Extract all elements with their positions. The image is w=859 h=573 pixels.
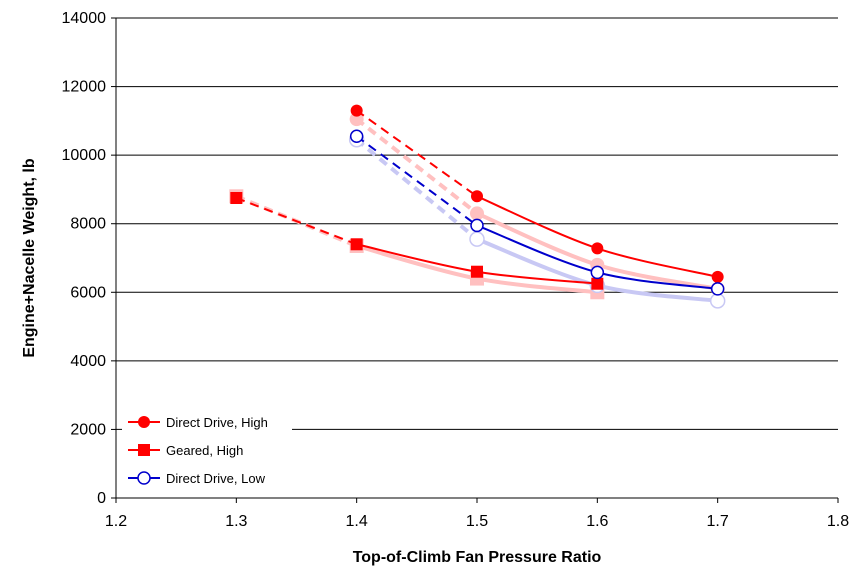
data-point [471,265,483,278]
x-tick-label: 1.6 [586,513,608,530]
data-point [591,242,604,255]
y-axis-title: Engine+Nacelle Weight, lb [21,158,38,358]
data-point [471,190,483,203]
faded-series-layer [229,112,726,309]
data-point [470,206,484,221]
data-point [350,104,363,117]
data-point [710,282,725,296]
x-axis-title: Top-of-Climb Fan Pressure Ratio [353,549,602,566]
faded-series-dashed-line [355,138,479,241]
data-point [137,471,151,485]
x-tick-label: 1.5 [466,513,488,530]
y-tick-label: 4000 [70,353,106,370]
axes [115,18,838,499]
x-tick-label: 1.7 [707,513,729,530]
data-point [349,129,364,144]
legend-label: Direct Drive, Low [166,471,266,486]
y-tick-label: 14000 [62,10,107,27]
data-point [350,238,363,251]
y-tick-label: 12000 [62,79,107,96]
legend-label: Direct Drive, High [166,415,268,430]
x-tick-label: 1.4 [346,513,368,530]
series-dashed-line [356,135,478,227]
data-point [590,265,605,280]
y-tick-label: 8000 [70,216,106,233]
data-point [470,218,484,233]
data-point [591,277,604,290]
data-point [230,192,243,204]
legend-label: Geared, High [166,443,243,458]
data-point [711,270,724,283]
y-tick-label: 10000 [62,147,107,164]
y-tick-label: 6000 [70,284,106,301]
data-point [138,444,150,456]
data-point [709,293,726,309]
data-point [349,112,364,127]
series-dashed-line [356,109,478,198]
x-tick-label: 1.3 [225,513,247,530]
series-dashed-line [235,197,358,246]
data-point [469,231,485,247]
legend-background [122,406,292,488]
series-layer [230,104,725,296]
legend: Direct Drive, High Geared, High Direct Dri… [128,415,268,486]
faded-series-dashed-line [355,117,479,216]
x-tick-label: 1.8 [827,513,849,530]
y-tick-label: 0 [97,490,106,507]
tick-labels: 0 2000 4000 6000 8000 10000 12000 14000 1.2 1.3 1.… [62,10,850,530]
x-tick-label: 1.2 [105,513,127,530]
data-point [138,416,150,428]
y-tick-label: 2000 [70,421,106,438]
